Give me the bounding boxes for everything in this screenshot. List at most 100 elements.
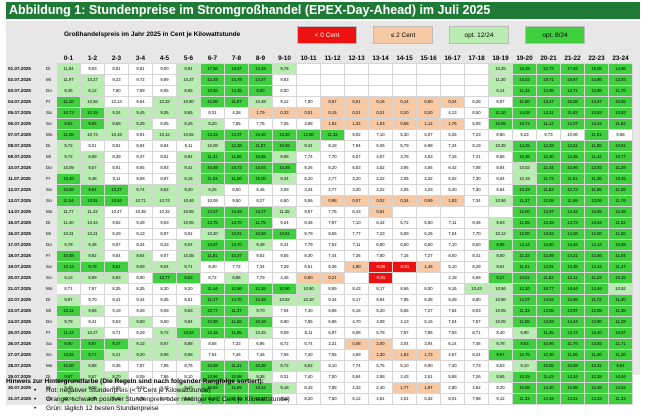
price-cell: 5,07	[416, 129, 441, 141]
price-cell: 9,79	[296, 228, 321, 240]
price-cell: 9,61	[176, 228, 201, 240]
price-cell: 8,71	[176, 261, 201, 273]
price-cell: 0,20	[392, 107, 417, 119]
price-cell: 6,90	[416, 360, 441, 372]
price-cell: 13,98	[584, 85, 609, 97]
price-cell: 6,42	[368, 217, 393, 229]
price-cell: 8,56	[488, 151, 513, 163]
price-cell: 9,21	[104, 349, 129, 361]
price-cell: 8,34	[128, 239, 153, 251]
hour-header: 19-20	[516, 55, 533, 62]
price-cell: 9,09	[152, 305, 177, 317]
price-cell: 0,21	[344, 107, 369, 119]
price-cell: 9,37	[104, 338, 129, 350]
price-cell: 8,43	[344, 283, 369, 295]
price-cell: 7,98	[464, 393, 489, 405]
price-cell: 5,76	[368, 360, 393, 372]
price-cell: 1,60	[344, 261, 369, 273]
price-cell	[344, 85, 369, 97]
price-cell	[440, 63, 465, 75]
price-cell: 5,79	[392, 140, 417, 152]
price-cell: 9,84	[176, 316, 201, 328]
price-cell: 10,25	[488, 63, 513, 75]
price-cell: 9,24	[272, 217, 297, 229]
price-cell: 6,02	[440, 173, 465, 185]
price-cell: 13,65	[584, 206, 609, 218]
legend-low: ≤ 2 Cent	[373, 26, 433, 44]
price-cell: 10,27	[104, 184, 129, 196]
price-cell: 8,64	[488, 162, 513, 174]
price-cell: 4,01	[392, 393, 417, 405]
price-cell: 7,89	[128, 85, 153, 97]
price-cell: 9,67	[488, 349, 513, 361]
price-cell: 5,40	[440, 184, 465, 196]
price-cell: 15,29	[512, 63, 537, 75]
price-cell: 8,20	[488, 382, 513, 394]
price-cell: 9,27	[488, 272, 513, 284]
price-cell: 13,38	[560, 261, 585, 273]
price-cell: 7,79	[248, 272, 273, 284]
price-cell: 11,47	[608, 261, 633, 273]
price-cell: 13,64	[584, 217, 609, 229]
price-cell	[320, 63, 345, 75]
price-cell: 11,40	[584, 349, 609, 361]
price-cell: -0,01	[368, 272, 393, 284]
price-cell: 10,80	[176, 96, 201, 108]
price-cell: 9,49	[128, 217, 153, 229]
price-cell: 7,27	[416, 305, 441, 317]
price-cell: 8,39	[128, 118, 153, 130]
price-cell: 12,86	[224, 283, 249, 295]
price-cell	[296, 74, 321, 86]
price-cell: 2,43	[392, 371, 417, 383]
price-cell: 8,56	[320, 228, 345, 240]
price-cell: 10,74	[152, 195, 177, 207]
price-cell: 7,34	[248, 261, 273, 273]
weekday-cell: Di	[44, 217, 57, 229]
price-cell: 16,02	[512, 74, 537, 86]
price-cell: 11,86	[584, 184, 609, 196]
price-cell	[344, 74, 369, 86]
price-cell: 4,56	[416, 162, 441, 174]
price-cell: 12,46	[584, 283, 609, 295]
price-cell: 10,08	[512, 382, 537, 394]
date-cell: 27.07.2025	[6, 349, 45, 361]
price-cell: 13,55	[584, 338, 609, 350]
price-cell: 9,14	[488, 85, 513, 97]
price-cell: 7,41	[464, 151, 489, 163]
price-cell: 9,04	[152, 261, 177, 273]
price-cell: 10,55	[80, 96, 105, 108]
price-cell: 11,32	[320, 129, 345, 141]
price-cell: 10,77	[152, 272, 177, 284]
date-cell: 11.07.2025	[6, 173, 45, 185]
table-row: 12.07.2025 Sa 10,66 9,84 10,27 9,74 9,52 9,20 9,…	[6, 184, 633, 196]
price-cell: 8,97	[152, 173, 177, 185]
price-cell: 7,74	[344, 360, 369, 372]
price-cell: 12,38	[584, 371, 609, 383]
price-cell: 7,93	[440, 327, 465, 339]
price-cell: 7,46	[464, 338, 489, 350]
notes-heading: Hinweis zur Hintergrundfarbe (Die Regeln…	[6, 378, 264, 385]
price-cell: 9,73	[536, 129, 561, 141]
price-cell: 7,40	[440, 360, 465, 372]
price-cell: 22,73	[536, 63, 561, 75]
date-cell: 02.07.2025	[6, 74, 45, 86]
price-cell: 11,22	[512, 250, 537, 262]
price-cell: 8,00	[272, 85, 297, 97]
weekday-cell: Do	[44, 239, 57, 251]
price-cell: 13,49	[224, 206, 249, 218]
price-cell: 7,11	[344, 239, 369, 251]
corner-cell	[7, 55, 45, 64]
hour-header: 9-10	[278, 55, 291, 62]
price-cell: 7,00	[296, 96, 321, 108]
price-cell: 10,32	[152, 96, 177, 108]
price-cell: 9,90	[56, 338, 81, 350]
price-cell: 11,10	[488, 107, 513, 119]
date-cell: 07.07.2025	[6, 129, 45, 141]
price-cell: 7,94	[272, 305, 297, 317]
price-cell: 9,20	[176, 283, 201, 295]
table-row: 21.07.2025 Mo 8,71 7,97 8,35 8,35 8,30 9,20 11,4…	[6, 283, 633, 295]
price-cell: 5,10	[440, 261, 465, 273]
date-cell: 21.07.2025	[6, 283, 45, 295]
price-cell: 9,91	[128, 129, 153, 141]
price-cell: 12,30	[536, 151, 561, 163]
